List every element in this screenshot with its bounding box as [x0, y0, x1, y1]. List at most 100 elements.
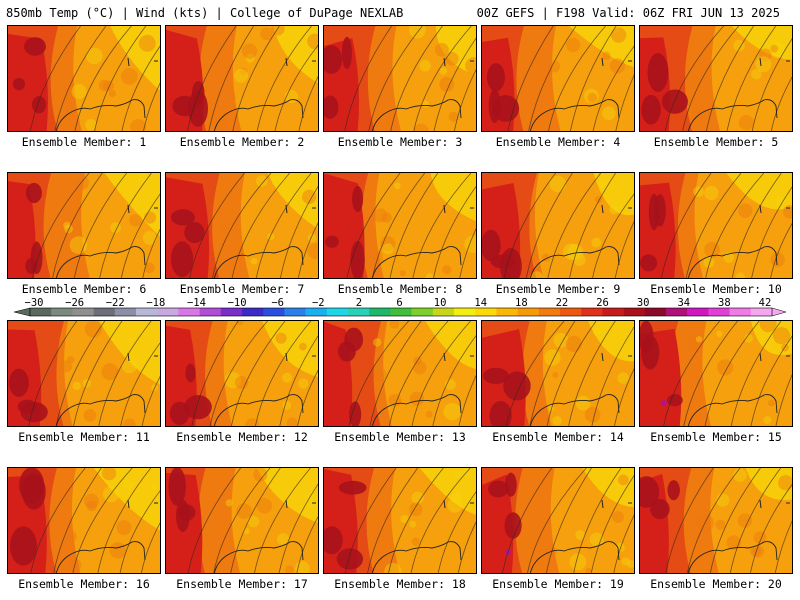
ensemble-member-map	[165, 172, 319, 279]
ensemble-member-label: Ensemble Member: 2	[179, 135, 305, 149]
colorbar-swatch	[199, 308, 222, 316]
temperature-field	[8, 321, 160, 426]
ensemble-member-map	[323, 25, 477, 132]
ensemble-member-label: Ensemble Member: 13	[334, 430, 466, 444]
colorbar-swatch	[729, 308, 752, 316]
colorbar-swatch	[30, 308, 52, 316]
colorbar-tick-label: −18	[146, 298, 165, 309]
temperature-field	[482, 26, 634, 131]
temperature-field	[166, 173, 318, 278]
ensemble-member-label: Ensemble Member: 4	[495, 135, 621, 149]
ensemble-member-map	[7, 25, 161, 132]
temperature-field	[482, 321, 634, 426]
colorbar-swatch	[538, 308, 561, 316]
colorbar-tick-label: −2	[312, 298, 325, 309]
ensemble-member-label: Ensemble Member: 19	[492, 577, 624, 591]
ensemble-member-label: Ensemble Member: 10	[650, 282, 782, 296]
colorbar-swatch	[560, 308, 582, 316]
colorbar-tick-label: 34	[677, 298, 690, 309]
temperature-field	[640, 26, 792, 131]
colorbar-tick-label: 42	[759, 298, 772, 309]
ensemble-member-map	[481, 25, 635, 132]
temperature-field	[166, 321, 318, 426]
colorbar-tick-label: 10	[434, 298, 447, 309]
colorbar-swatch	[284, 308, 306, 316]
colorbar-swatch	[750, 308, 773, 316]
colorbar-swatch	[93, 308, 116, 316]
colorbar-swatch	[390, 308, 412, 316]
ensemble-member-map	[639, 25, 793, 132]
ensemble-member-map	[7, 172, 161, 279]
colorbar-swatch	[369, 308, 391, 316]
colorbar-tick-label: 18	[515, 298, 528, 309]
colorbar-swatch	[114, 308, 137, 316]
ensemble-member-map	[323, 172, 477, 279]
ensemble-member-label: Ensemble Member: 9	[495, 282, 621, 296]
run-valid-time: 00Z GEFS | F198 Valid: 06Z FRI JUN 13 20…	[476, 6, 780, 20]
colorbar-tick-label: 26	[596, 298, 609, 309]
colorbar-swatch	[581, 308, 603, 316]
colorbar-swatch	[644, 308, 667, 316]
colorbar-swatch	[517, 308, 540, 316]
colorbar-swatch	[708, 308, 730, 316]
colorbar-tick-label: 2	[356, 298, 362, 309]
ensemble-member-map	[481, 172, 635, 279]
colorbar-swatch	[136, 308, 158, 316]
colorbar-swatch	[51, 308, 73, 316]
ensemble-member-map	[323, 467, 477, 574]
colorbar-swatch	[623, 308, 646, 316]
colorbar-swatch	[666, 308, 688, 316]
ensemble-member-map	[481, 320, 635, 427]
colorbar-swatch	[263, 308, 285, 316]
ensemble-member-label: Ensemble Member: 12	[176, 430, 308, 444]
ensemble-member-label: Ensemble Member: 18	[334, 577, 466, 591]
colorbar-swatch	[178, 308, 200, 316]
ensemble-member-map	[165, 320, 319, 427]
colorbar-swatch	[496, 308, 518, 316]
colorbar-tick-label: 14	[474, 298, 487, 309]
temperature-field	[324, 173, 476, 278]
ensemble-member-label: Ensemble Member: 5	[653, 135, 779, 149]
ensemble-member-map	[323, 320, 477, 427]
colorbar-swatch	[305, 308, 328, 316]
temperature-colorbar: −30 −26 −22 −18 −14 −10 −6 −2 2 6 10 14 18 22 26 30 34 38…	[13, 298, 787, 317]
ensemble-member-map	[7, 320, 161, 427]
temperature-field	[640, 321, 792, 426]
temperature-field	[324, 321, 476, 426]
ensemble-member-label: Ensemble Member: 14	[492, 430, 624, 444]
colorbar-swatch	[157, 308, 179, 316]
ensemble-member-map	[7, 467, 161, 574]
colorbar-swatch	[602, 308, 624, 316]
colorbar-swatch	[475, 308, 497, 316]
ensemble-member-label: Ensemble Member: 16	[18, 577, 150, 591]
ensemble-member-label: Ensemble Member: 11	[18, 430, 150, 444]
ensemble-member-map	[165, 25, 319, 132]
colorbar-swatch	[220, 308, 243, 316]
colorbar-swatch	[432, 308, 455, 316]
temperature-field	[166, 26, 318, 131]
colorbar-tick-label: 30	[637, 298, 650, 309]
ensemble-member-label: Ensemble Member: 7	[179, 282, 305, 296]
colorbar-swatch	[687, 308, 709, 316]
colorbar-swatch	[326, 308, 349, 316]
ensemble-member-label: Ensemble Member: 8	[337, 282, 463, 296]
colorbar-tick-label: 22	[556, 298, 569, 309]
colorbar-swatch	[411, 308, 434, 316]
ensemble-member-map	[481, 467, 635, 574]
temperature-field	[166, 468, 318, 573]
ensemble-member-label: Ensemble Member: 6	[21, 282, 147, 296]
colorbar-tick-label: 6	[396, 298, 402, 309]
ensemble-member-label: Ensemble Member: 15	[650, 430, 782, 444]
colorbar-tick-label: −6	[271, 298, 284, 309]
ensemble-member-label: Ensemble Member: 20	[650, 577, 782, 591]
ensemble-member-label: Ensemble Member: 1	[21, 135, 147, 149]
temperature-field	[8, 468, 160, 573]
colorbar-swatch	[454, 308, 476, 316]
colorbar-tick-label: 38	[718, 298, 731, 309]
ensemble-member-map	[639, 172, 793, 279]
temperature-field	[640, 173, 792, 278]
ensemble-member-label: Ensemble Member: 17	[176, 577, 308, 591]
colorbar-tick-label: −26	[65, 298, 84, 309]
ensemble-member-map	[165, 467, 319, 574]
ensemble-member-map	[639, 467, 793, 574]
